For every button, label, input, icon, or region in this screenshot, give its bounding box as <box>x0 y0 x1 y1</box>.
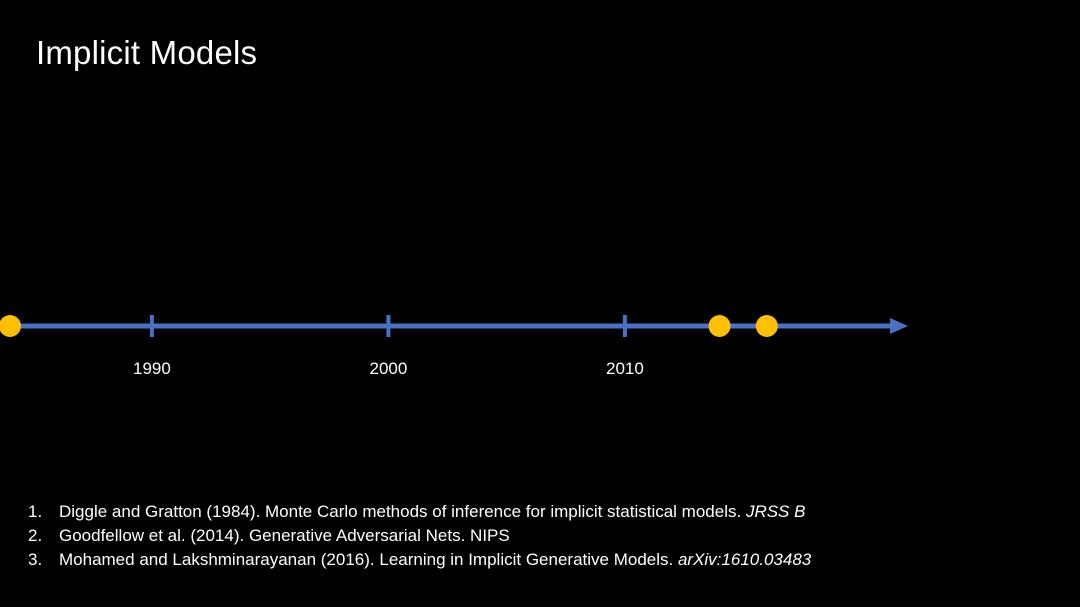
event-marker-2016 <box>755 315 778 337</box>
reference-venue: JRSS B <box>745 502 806 521</box>
reference-venue: arXiv:1610.03483 <box>677 550 812 569</box>
reference-item: 2. Goodfellow et al. (2014). Generative … <box>28 524 811 548</box>
reference-item: 1. Diggle and Gratton (1984). Monte Carl… <box>28 500 811 524</box>
tick-label-1990: 1990 <box>133 359 171 378</box>
reference-number: 3. <box>28 550 43 569</box>
reference-number: 1. <box>28 502 43 521</box>
reference-text: Mohamed and Lakshminarayanan (2016). Lea… <box>59 550 678 569</box>
references-list: 1. Diggle and Gratton (1984). Monte Carl… <box>28 500 811 572</box>
reference-text: Goodfellow et al. (2014). Generative Adv… <box>59 526 510 545</box>
reference-text: Diggle and Gratton (1984). Monte Carlo m… <box>59 502 746 521</box>
timeline-arrowhead <box>890 318 908 334</box>
slide-title: Implicit Models <box>36 34 258 71</box>
tick-label-2010: 2010 <box>606 359 644 378</box>
reference-item: 3. Mohamed and Lakshminarayanan (2016). … <box>28 548 811 572</box>
reference-number: 2. <box>28 526 43 545</box>
event-marker-1984 <box>0 315 21 337</box>
tick-label-2000: 2000 <box>369 359 407 378</box>
event-marker-2014 <box>708 315 731 337</box>
